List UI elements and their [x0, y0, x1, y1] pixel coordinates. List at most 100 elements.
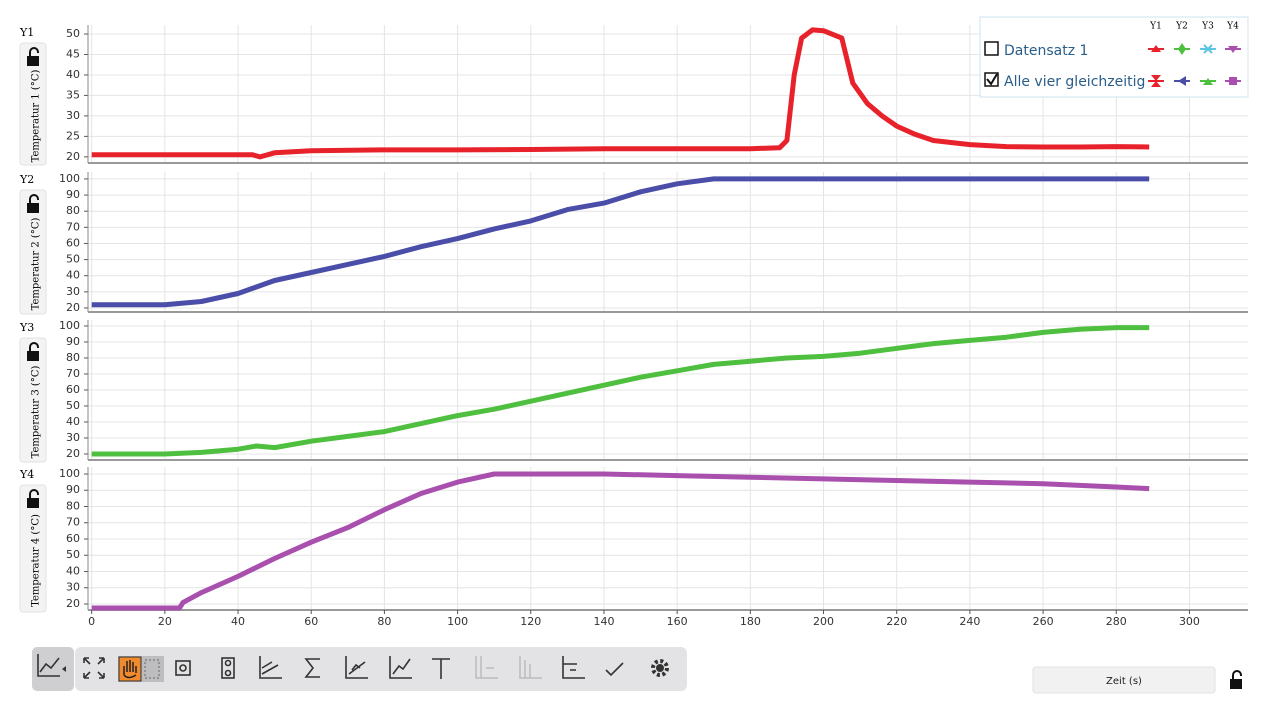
axis-label-box: [19, 484, 47, 613]
text-button[interactable]: [432, 658, 450, 679]
legend-col: Y3: [1201, 22, 1214, 32]
y-tick-label: 30: [66, 431, 80, 444]
y-tick-label: 100: [59, 467, 80, 480]
x-tick-label: 300: [1179, 615, 1200, 628]
panel-label: Y4: [19, 468, 34, 481]
y-axis-label: Temperatur 3 (°C): [31, 366, 42, 459]
x-tick-label: 280: [1106, 615, 1127, 628]
x-tick-label: 40: [231, 615, 245, 628]
x-tick-label: 80: [377, 615, 391, 628]
slope-button[interactable]: [389, 656, 412, 679]
data-line: [91, 471, 1150, 611]
y-tick-label: 20: [66, 150, 80, 163]
x-tick-label: 160: [667, 615, 688, 628]
axis-label-box: [19, 337, 47, 463]
lock-body[interactable]: [27, 498, 39, 508]
y-tick-label: 60: [66, 532, 80, 545]
y-tick-label: 80: [66, 499, 80, 512]
x-axis-button[interactable]: [1032, 666, 1216, 694]
lock-body[interactable]: [27, 56, 39, 66]
graph-menu[interactable]: [32, 647, 74, 691]
y-tick-label: 40: [66, 415, 80, 428]
data-line: [91, 325, 1150, 457]
tangent-button[interactable]: [345, 656, 368, 679]
y-tick-label: 30: [66, 285, 80, 298]
x-tick-label: 100: [447, 615, 468, 628]
legend-row: Alle vier gleichzeitig: [1004, 74, 1145, 90]
autoscale-button[interactable]: [83, 657, 105, 679]
y-tick-label: 90: [66, 483, 80, 496]
panel-label: Y2: [19, 173, 34, 186]
y-tick-label: 60: [66, 383, 80, 396]
x-tick-label: 260: [1033, 615, 1054, 628]
y-tick-label: 50: [66, 253, 80, 266]
y-tick-label: 100: [59, 172, 80, 185]
integral-button[interactable]: [304, 658, 320, 678]
y-axis-label: Temperatur 4 (°C): [31, 514, 42, 607]
y-tick-label: 30: [66, 109, 80, 122]
stat-button: [475, 656, 498, 679]
x-tick-label: 140: [593, 615, 614, 628]
y-tick-label: 90: [66, 335, 80, 348]
x-tick-label: 120: [520, 615, 541, 628]
y-tick-label: 50: [66, 548, 80, 561]
y-axis-label: Temperatur 2 (°C): [31, 218, 42, 311]
x-tick-label: 240: [959, 615, 980, 628]
legend-markers: [1148, 43, 1241, 87]
lock-body[interactable]: [27, 351, 39, 361]
y-tick-label: 20: [66, 597, 80, 610]
panel-label: Y3: [19, 321, 34, 334]
y-tick-label: 70: [66, 367, 80, 380]
zoom-buttons[interactable]: [175, 657, 235, 679]
lock-shackle: [1232, 670, 1242, 679]
axis-label-box: [19, 189, 47, 315]
stat-button-2: [519, 656, 542, 679]
settings-hub: [656, 664, 664, 672]
y-tick-label: 70: [66, 220, 80, 233]
axis-button[interactable]: [562, 656, 585, 679]
lock-shackle: [29, 194, 39, 203]
y-tick-label: 20: [66, 447, 80, 460]
y-tick-label: 60: [66, 236, 80, 249]
x-axis-label: Zeit (s): [1106, 676, 1142, 687]
lock-shackle: [29, 342, 39, 351]
y-tick-label: 30: [66, 581, 80, 594]
legend-col: Y1: [1149, 22, 1162, 32]
x-tick-label: 20: [158, 615, 172, 628]
fit-button[interactable]: [259, 656, 282, 679]
y-tick-label: 45: [66, 47, 80, 60]
legend-col: Y2: [1175, 22, 1188, 32]
check-mark: [986, 73, 998, 86]
settings-button[interactable]: [651, 659, 669, 677]
lock-shackle: [29, 47, 39, 56]
checkbox[interactable]: [984, 41, 999, 56]
x-tick-label: 200: [813, 615, 834, 628]
y-tick-label: 70: [66, 516, 80, 529]
lock-body[interactable]: [1230, 679, 1242, 689]
y-tick-label: 35: [66, 88, 80, 101]
y-axis-label: Temperatur 1 (°C): [31, 70, 42, 163]
toolbar: [75, 647, 687, 691]
y-tick-label: 40: [66, 564, 80, 577]
y-tick-label: 50: [66, 399, 80, 412]
panel-label: Y1: [19, 26, 34, 39]
draw-button[interactable]: [605, 662, 624, 677]
y-tick-label: 20: [66, 301, 80, 314]
x-tick-label: 60: [304, 615, 318, 628]
legend-row: Datensatz 1: [1004, 43, 1088, 59]
lock-shackle: [29, 489, 39, 498]
y-tick-label: 40: [66, 269, 80, 282]
lock-body[interactable]: [27, 203, 39, 213]
x-tick-label: 220: [886, 615, 907, 628]
data-line: [91, 176, 1150, 308]
legend-col: Y4: [1226, 22, 1239, 32]
hand-icon: [123, 660, 137, 679]
y-tick-label: 25: [66, 129, 80, 142]
data-line: [91, 27, 1150, 160]
y-tick-label: 100: [59, 319, 80, 332]
y-tick-label: 80: [66, 351, 80, 364]
charts: Y1 Temperatur 1 (°C) 20 25 30 35 40 45 50 Y2 Tempe…: [19, 25, 1248, 628]
x-tick-label: 180: [740, 615, 761, 628]
y-tick-label: 90: [66, 188, 80, 201]
